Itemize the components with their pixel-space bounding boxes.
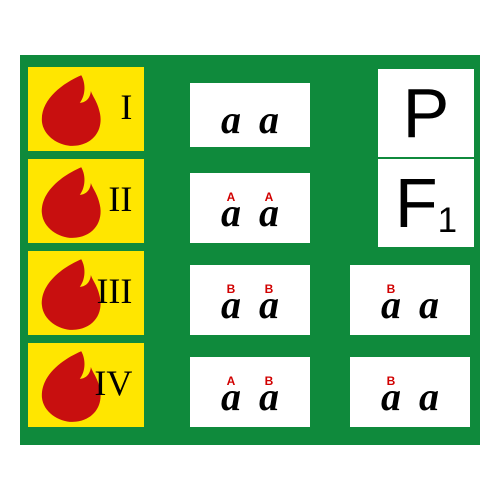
flame-icon xyxy=(33,162,107,241)
glyph-card: aB a xyxy=(350,357,470,427)
glyph-wrap: aB xyxy=(381,285,401,325)
glyph-wrap: aA xyxy=(259,193,279,233)
glyph-card: aa xyxy=(190,83,310,147)
glyph-wrap: aB xyxy=(259,377,279,417)
flame-icon xyxy=(33,70,107,149)
glyph-wrap: a xyxy=(419,377,439,417)
glyph-wrap: aA xyxy=(221,193,241,233)
glyph-superscript: A xyxy=(227,375,236,387)
glyph-char: a xyxy=(221,100,241,140)
glyph-superscript: B xyxy=(387,375,396,387)
flame-roman-label: IV xyxy=(94,362,132,404)
glyph-wrap: a xyxy=(259,100,279,140)
glyph-superscript: A xyxy=(265,191,274,203)
glyph-wrap: aB xyxy=(221,285,241,325)
glyph-superscript: B xyxy=(265,375,274,387)
glyph-superscript: B xyxy=(265,283,274,295)
flame-roman-label: I xyxy=(120,86,132,128)
glyph-char: a xyxy=(419,377,439,417)
glyph-wrap: aB xyxy=(259,285,279,325)
glyph-superscript: B xyxy=(227,283,236,295)
glyph-wrap: aB xyxy=(381,377,401,417)
glyph-superscript: B xyxy=(387,283,396,295)
glyph-card: aA aA xyxy=(190,173,310,243)
glyph-wrap: a xyxy=(419,285,439,325)
rating-letter: F1 xyxy=(395,168,457,238)
glyph-wrap: a xyxy=(221,100,241,140)
glyph-superscript: A xyxy=(227,191,236,203)
flame-tile-IV: IV xyxy=(26,341,146,429)
board: I II III IVaaPaAaAF1aBaBaBaaAaBaBa xyxy=(20,55,480,445)
glyph-char: a xyxy=(419,285,439,325)
rating-card: F1 xyxy=(378,159,474,247)
flame-roman-label: III xyxy=(96,270,132,312)
rating-letter-text: P xyxy=(403,74,450,152)
flame-roman-label: II xyxy=(108,178,132,220)
rating-letter: P xyxy=(403,78,450,148)
glyph-wrap: aA xyxy=(221,377,241,417)
rating-letter-sub: 1 xyxy=(438,201,457,240)
flame-tile-I: I xyxy=(26,65,146,153)
flame-tile-III: III xyxy=(26,249,146,337)
glyph-char: a xyxy=(259,100,279,140)
glyph-card: aA aB xyxy=(190,357,310,427)
rating-card: P xyxy=(378,69,474,157)
glyph-card: aB a xyxy=(350,265,470,335)
flame-tile-II: II xyxy=(26,157,146,245)
rating-letter-text: F xyxy=(395,164,438,242)
glyph-card: aB aB xyxy=(190,265,310,335)
